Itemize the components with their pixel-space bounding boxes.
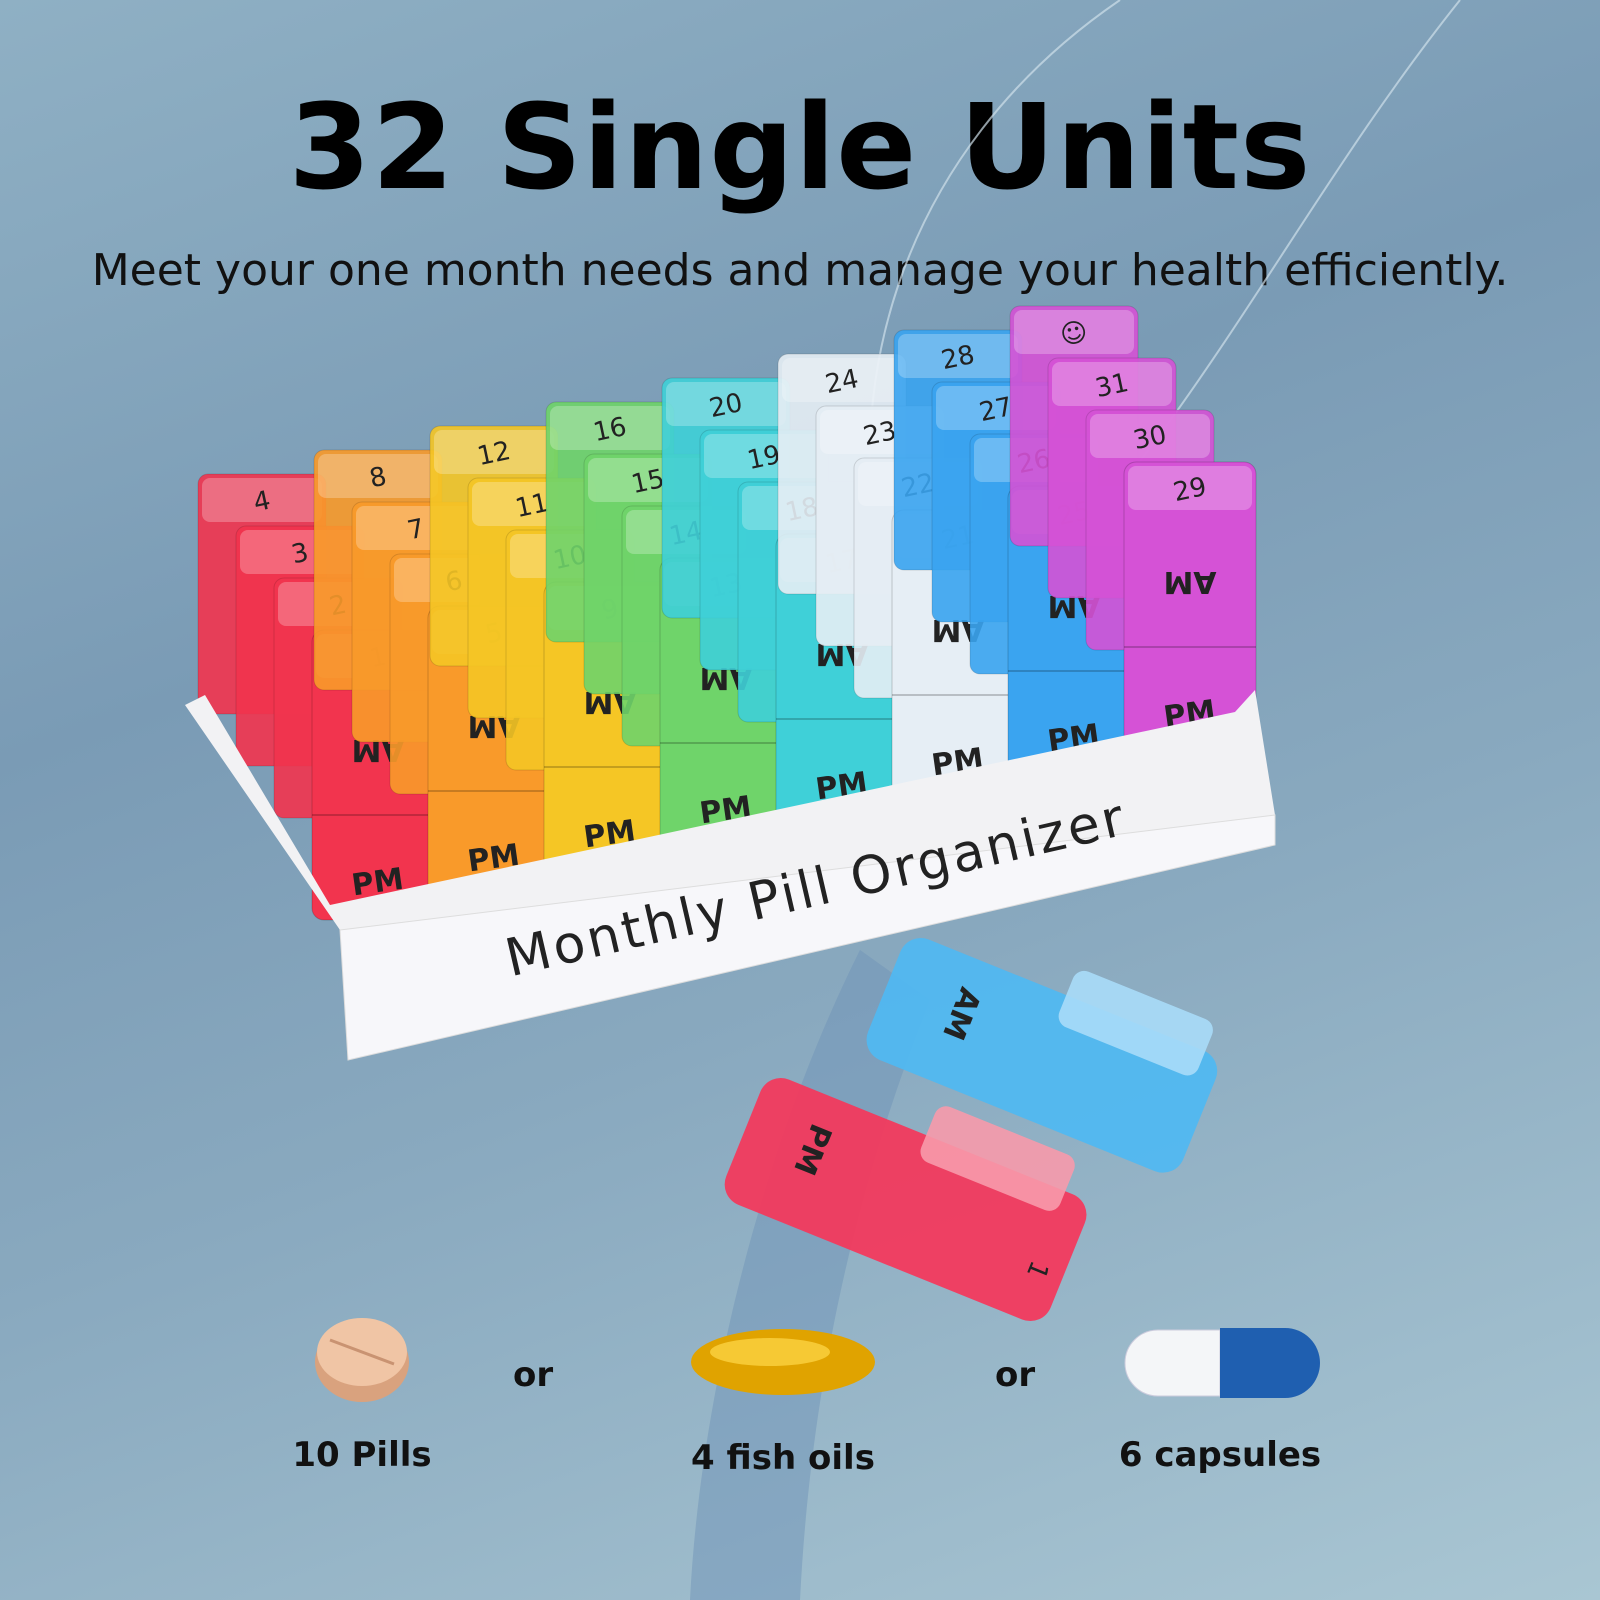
single-unit-am[interactable]: AM xyxy=(860,904,1235,1180)
fish-oil-capacity-label: 4 fish oils xyxy=(691,1438,875,1478)
day-number: 23 xyxy=(861,416,900,452)
day-number: 30 xyxy=(1131,420,1170,456)
day-number: 28 xyxy=(939,340,978,376)
day-number: 15 xyxy=(629,464,668,500)
page-title: 32 Single Units xyxy=(288,78,1312,216)
day-number: 31 xyxy=(1093,368,1132,404)
day-number: 29 xyxy=(1171,472,1210,508)
day-number: 16 xyxy=(591,412,630,448)
compartment-columns: 4321AMPM8765AMPM1211109AMPM16151413AMPM2… xyxy=(197,305,1257,921)
fish-oil-softgel-icon xyxy=(691,1329,875,1395)
day-number: ☺ xyxy=(1058,317,1091,352)
day-number: 24 xyxy=(823,364,862,400)
day-number: 12 xyxy=(475,436,514,472)
tablet-capacity-label: 10 Pills xyxy=(292,1435,432,1475)
day-number: 11 xyxy=(513,488,552,524)
or-separator: or xyxy=(513,1355,554,1395)
day-number: 4 xyxy=(251,486,273,519)
day-number: 20 xyxy=(707,388,746,424)
capsule-capacity-label: 6 capsules xyxy=(1118,1435,1322,1475)
day-number: 19 xyxy=(745,440,784,476)
single-unit-pm[interactable]: PM1 xyxy=(718,1039,1106,1328)
day-number: 3 xyxy=(289,538,311,571)
am-label: AM xyxy=(1163,564,1216,599)
day-number: 7 xyxy=(405,514,427,547)
day-number: 27 xyxy=(977,392,1016,428)
day-number: 8 xyxy=(367,462,389,495)
tablet-icon xyxy=(315,1318,409,1402)
or-separator: or xyxy=(995,1355,1036,1395)
capsule-icon xyxy=(1124,1328,1320,1398)
